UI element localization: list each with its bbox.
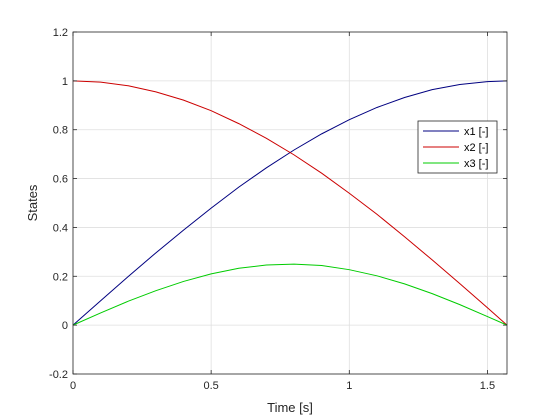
x-tick-label: 1 [346,380,352,392]
legend: x1 [-] x2 [-] x3 [-] [417,120,498,174]
x-tick-label: 1.5 [480,380,495,392]
legend-label: x2 [-] [464,142,488,154]
y-tick-label: 0.8 [53,125,68,137]
y-tick-label: -0.2 [49,369,68,381]
ticks: 0 0.5 1 1.5-0.200.20.40.60.811.2 [49,27,507,392]
y-tick-label: 0.2 [53,271,68,283]
x-tick-label: 0 [70,380,76,392]
y-tick-label: 0.4 [53,222,68,234]
axes-box [72,31,508,375]
series-group [72,80,508,326]
x-axis-label: Time [s] [267,400,313,415]
series-line-2 [72,80,508,326]
x-tick-label: 0.5 [203,380,218,392]
legend-label: x1 [-] [464,126,488,138]
series-line-3 [72,263,508,326]
y-tick-label: 1.2 [53,27,68,39]
legend-label: x3 [-] [464,158,488,170]
y-tick-label: 1 [62,76,68,88]
y-tick-label: 0 [62,320,68,332]
y-tick-label: 0.6 [53,174,68,186]
plot-area [73,32,507,374]
y-axis-label: States [25,184,40,221]
series-line-1 [72,80,508,326]
